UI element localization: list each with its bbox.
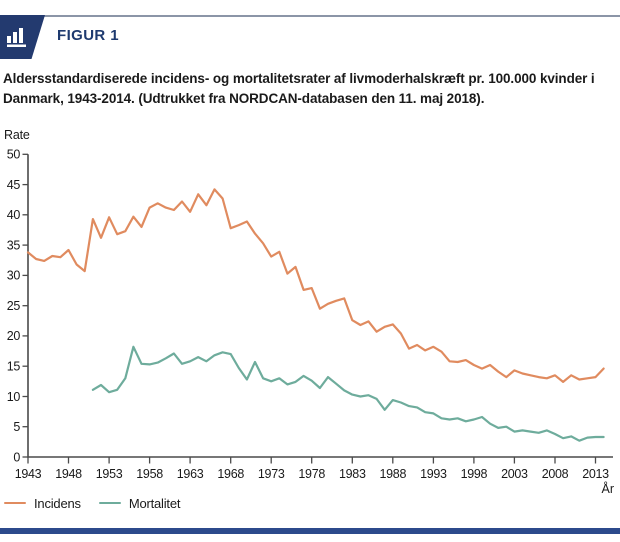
- svg-text:30: 30: [7, 269, 21, 283]
- svg-text:1968: 1968: [217, 467, 244, 481]
- figure-label: FIGUR 1: [57, 27, 119, 44]
- legend-item-incidens: Incidens: [4, 496, 81, 511]
- legend-label-mortalitet: Mortalitet: [128, 495, 181, 511]
- bar-chart-icon: [7, 28, 26, 47]
- bottom-bar: [0, 528, 620, 534]
- svg-text:15: 15: [7, 360, 21, 374]
- svg-text:1993: 1993: [420, 467, 447, 481]
- figure-title: Aldersstandardiserede incidens- og morta…: [3, 71, 595, 107]
- svg-text:1988: 1988: [379, 467, 406, 481]
- svg-text:45: 45: [7, 178, 21, 192]
- svg-text:1963: 1963: [177, 467, 204, 481]
- y-axis-title: Rate: [4, 128, 30, 142]
- svg-text:40: 40: [7, 208, 21, 222]
- svg-text:1998: 1998: [461, 467, 488, 481]
- legend-label-incidens: Incidens: [34, 495, 81, 511]
- svg-text:35: 35: [7, 238, 21, 252]
- svg-text:1973: 1973: [258, 467, 285, 481]
- svg-text:2013: 2013: [582, 467, 609, 481]
- svg-text:25: 25: [7, 299, 21, 313]
- legend-swatch-mortalitet: [98, 501, 121, 505]
- svg-text:1983: 1983: [339, 467, 366, 481]
- svg-text:0: 0: [13, 450, 20, 464]
- svg-text:2008: 2008: [542, 467, 569, 481]
- legend-item-mortalitet: Mortalitet: [98, 495, 181, 511]
- svg-text:20: 20: [7, 329, 21, 343]
- svg-text:2003: 2003: [501, 467, 528, 481]
- chart-legend: Incidens Mortalitet: [4, 495, 180, 511]
- top-rule: [0, 15, 620, 17]
- svg-text:1978: 1978: [298, 467, 325, 481]
- svg-text:1943: 1943: [15, 467, 42, 481]
- svg-text:1953: 1953: [96, 467, 123, 481]
- svg-text:5: 5: [13, 420, 20, 434]
- svg-text:1958: 1958: [136, 467, 163, 481]
- svg-text:10: 10: [7, 390, 21, 404]
- svg-text:År: År: [602, 481, 615, 496]
- legend-swatch-incidens: [4, 501, 26, 505]
- svg-text:50: 50: [7, 148, 21, 162]
- svg-text:1948: 1948: [55, 467, 82, 481]
